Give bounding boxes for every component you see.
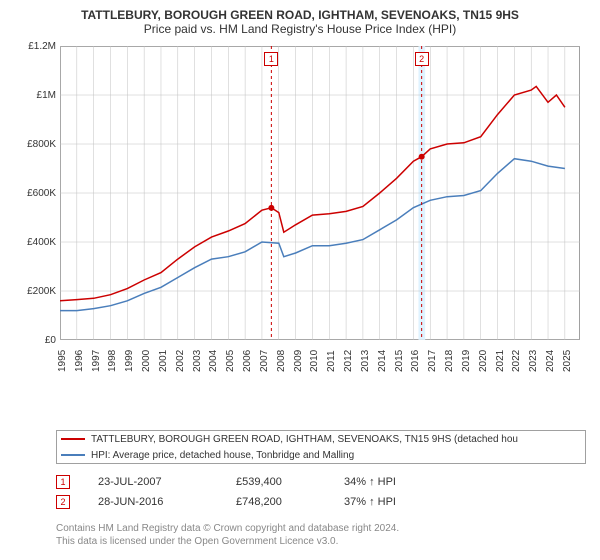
event-date-1: 28-JUN-2016 — [98, 496, 208, 508]
xtick-2009: 2009 — [293, 350, 304, 372]
legend-label-1: HPI: Average price, detached house, Tonb… — [91, 450, 354, 461]
legend-label-0: TATTLEBURY, BOROUGH GREEN ROAD, IGHTHAM,… — [91, 434, 518, 445]
xtick-2021: 2021 — [495, 350, 506, 372]
xtick-2022: 2022 — [511, 350, 522, 372]
event-marker-0: 1 — [56, 475, 70, 489]
ytick-2: £400K — [27, 237, 56, 248]
event-price-0: £539,400 — [236, 476, 316, 488]
xtick-2007: 2007 — [259, 350, 270, 372]
legend-swatch-1 — [61, 454, 85, 456]
ytick-1: £200K — [27, 286, 56, 297]
xtick-2015: 2015 — [394, 350, 405, 372]
xtick-2018: 2018 — [444, 350, 455, 372]
xtick-2010: 2010 — [309, 350, 320, 372]
event-marker-1: 2 — [56, 495, 70, 509]
xtick-2003: 2003 — [192, 350, 203, 372]
xtick-2004: 2004 — [208, 350, 219, 372]
xtick-1998: 1998 — [107, 350, 118, 372]
footer: Contains HM Land Registry data © Crown c… — [56, 522, 586, 548]
chart-title-line1: TATTLEBURY, BOROUGH GREEN ROAD, IGHTHAM,… — [10, 8, 590, 22]
xtick-2020: 2020 — [478, 350, 489, 372]
legend-item-1: HPI: Average price, detached house, Tonb… — [57, 447, 585, 463]
events-table: 1 23-JUL-2007 £539,400 34% ↑ HPI 2 28-JU… — [56, 472, 586, 512]
xtick-2019: 2019 — [461, 350, 472, 372]
xtick-2024: 2024 — [545, 350, 556, 372]
footer-line2: This data is licensed under the Open Gov… — [56, 535, 586, 548]
xtick-2000: 2000 — [141, 350, 152, 372]
ytick-3: £600K — [27, 188, 56, 199]
event-pct-1: 37% ↑ HPI — [344, 496, 464, 508]
xtick-2016: 2016 — [410, 350, 421, 372]
xtick-2001: 2001 — [158, 350, 169, 372]
xtick-1997: 1997 — [91, 350, 102, 372]
chart-area: £0 £200K £400K £600K £800K £1M £1.2M 1995 1996 19… — [14, 42, 584, 382]
xtick-2005: 2005 — [225, 350, 236, 372]
ytick-6: £1.2M — [28, 41, 56, 52]
ytick-5: £1M — [37, 90, 56, 101]
xtick-2012: 2012 — [343, 350, 354, 372]
legend: TATTLEBURY, BOROUGH GREEN ROAD, IGHTHAM,… — [56, 430, 586, 464]
xtick-1996: 1996 — [74, 350, 85, 372]
chart-marker-1: 1 — [264, 52, 278, 66]
ytick-0: £0 — [45, 335, 56, 346]
event-price-1: £748,200 — [236, 496, 316, 508]
event-pct-0: 34% ↑ HPI — [344, 476, 464, 488]
xtick-2008: 2008 — [276, 350, 287, 372]
footer-line1: Contains HM Land Registry data © Crown c… — [56, 522, 586, 535]
xtick-2002: 2002 — [175, 350, 186, 372]
event-row-0: 1 23-JUL-2007 £539,400 34% ↑ HPI — [56, 472, 586, 492]
xtick-2025: 2025 — [562, 350, 573, 372]
xtick-1999: 1999 — [124, 350, 135, 372]
xtick-2017: 2017 — [427, 350, 438, 372]
xtick-2014: 2014 — [377, 350, 388, 372]
xtick-2013: 2013 — [360, 350, 371, 372]
chart-marker-2: 2 — [415, 52, 429, 66]
chart-title-line2: Price paid vs. HM Land Registry's House … — [10, 22, 590, 36]
xtick-2023: 2023 — [528, 350, 539, 372]
event-row-1: 2 28-JUN-2016 £748,200 37% ↑ HPI — [56, 492, 586, 512]
xtick-2006: 2006 — [242, 350, 253, 372]
legend-swatch-0 — [61, 438, 85, 440]
legend-item-0: TATTLEBURY, BOROUGH GREEN ROAD, IGHTHAM,… — [57, 431, 585, 447]
ytick-4: £800K — [27, 139, 56, 150]
plot-svg — [60, 46, 580, 340]
event-date-0: 23-JUL-2007 — [98, 476, 208, 488]
xtick-2011: 2011 — [326, 350, 337, 372]
xtick-1995: 1995 — [57, 350, 68, 372]
